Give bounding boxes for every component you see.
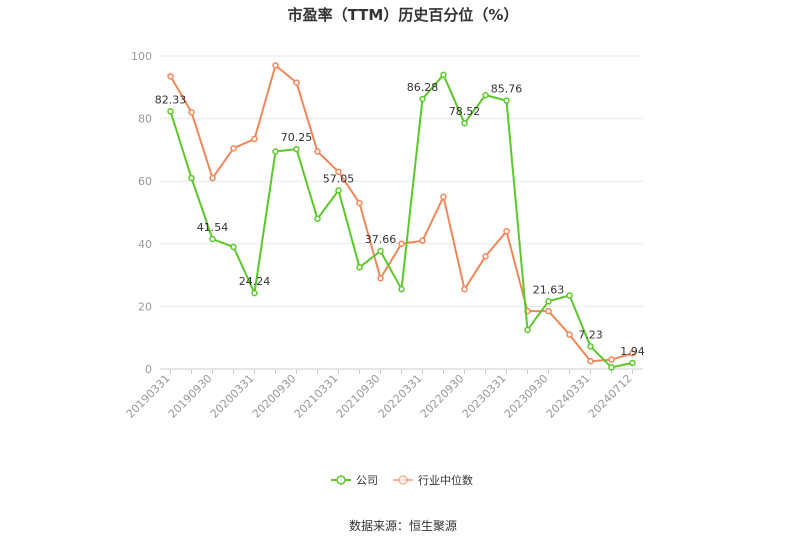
data-point-0 xyxy=(335,187,342,194)
data-label: 24.24 xyxy=(239,275,271,288)
data-point-1 xyxy=(566,331,573,338)
data-point-1 xyxy=(440,193,447,201)
data-label: 70.25 xyxy=(281,131,313,144)
data-point-0 xyxy=(230,243,237,251)
data-point-1 xyxy=(251,135,258,143)
data-point-1 xyxy=(230,145,237,152)
data-point-1 xyxy=(398,240,405,248)
x-tick-label: 20200331 xyxy=(208,372,257,421)
x-tick-label: 20230331 xyxy=(460,372,509,421)
data-point-0 xyxy=(251,289,258,297)
data-point-1 xyxy=(482,253,489,260)
y-tick-label: 20 xyxy=(138,300,152,313)
data-point-0 xyxy=(440,71,447,79)
series-line-1 xyxy=(169,64,633,363)
data-point-1 xyxy=(293,79,300,86)
data-label: 1.94 xyxy=(620,345,645,358)
data-point-1 xyxy=(272,62,279,69)
data-point-0 xyxy=(524,326,531,334)
data-point-0 xyxy=(461,119,468,127)
data-point-0 xyxy=(587,343,594,350)
series-layer xyxy=(167,62,636,371)
data-point-0 xyxy=(167,108,174,115)
data-point-0 xyxy=(608,364,615,371)
data-point-1 xyxy=(188,109,195,116)
data-point-0 xyxy=(566,292,573,299)
data-point-0 xyxy=(209,235,216,243)
x-axis: 2019033120190930202003312020093020210331… xyxy=(124,368,643,421)
legend-label-0: 公司 xyxy=(356,474,378,487)
x-tick-label: 20210930 xyxy=(334,372,383,421)
y-tick-label: 40 xyxy=(138,238,152,251)
data-label: 37.66 xyxy=(365,233,397,246)
x-tick-label: 20220331 xyxy=(376,372,425,421)
data-point-0 xyxy=(503,97,510,104)
data-label: 7.23 xyxy=(578,328,603,341)
data-point-1 xyxy=(356,199,363,207)
data-label: 86.28 xyxy=(407,81,439,94)
grid-lines xyxy=(160,55,643,307)
x-tick-label: 20240331 xyxy=(544,372,593,421)
data-point-0 xyxy=(293,145,300,153)
y-tick-label: 100 xyxy=(131,50,152,63)
data-label: 41.54 xyxy=(197,221,229,234)
data-point-0 xyxy=(188,174,195,182)
data-label: 78.52 xyxy=(449,105,481,118)
x-tick-label: 20240712 xyxy=(586,372,635,421)
data-labels: 82.33 41.54 24.24 70.25 57.05 37.66 86.28 78.52… xyxy=(155,81,645,358)
x-tick-label: 20210331 xyxy=(292,372,341,421)
data-point-0 xyxy=(398,285,405,293)
x-tick-label: 20230930 xyxy=(502,372,551,421)
data-point-1 xyxy=(419,237,426,244)
data-point-0 xyxy=(314,215,321,223)
data-point-0 xyxy=(545,298,552,305)
data-point-0 xyxy=(356,264,363,271)
y-tick-label: 80 xyxy=(138,113,152,126)
legend[interactable]: 公司 行业中位数 xyxy=(331,473,473,487)
data-point-1 xyxy=(629,350,636,357)
data-point-0 xyxy=(482,91,489,99)
y-axis-ticks: 0 20 40 60 80 100 xyxy=(131,50,152,376)
data-point-1 xyxy=(587,357,594,365)
data-label: 57.05 xyxy=(323,172,355,185)
data-point-0 xyxy=(629,359,636,367)
data-label: 21.63 xyxy=(533,283,565,296)
data-label: 82.33 xyxy=(155,93,187,106)
data-point-1 xyxy=(377,274,384,282)
data-point-1 xyxy=(335,168,342,176)
x-tick-label: 20220930 xyxy=(418,372,467,421)
data-point-1 xyxy=(461,285,468,293)
data-point-0 xyxy=(377,247,384,255)
x-tick-label: 20200930 xyxy=(250,372,299,421)
data-point-1 xyxy=(608,356,615,363)
data-point-1 xyxy=(545,307,552,315)
data-point-1 xyxy=(503,228,510,235)
y-tick-label: 60 xyxy=(138,175,152,188)
x-tick-label: 20190331 xyxy=(124,372,173,421)
data-source: 数据来源：恒生聚源 xyxy=(349,518,457,533)
y-tick-label: 0 xyxy=(145,363,152,376)
x-tick-label: 20190930 xyxy=(166,372,215,421)
legend-marker-1 xyxy=(398,475,408,485)
data-point-0 xyxy=(272,148,279,155)
data-point-1 xyxy=(314,148,321,155)
chart-title: 市盈率（TTM）历史百分位（%） xyxy=(288,6,519,24)
legend-label-1: 行业中位数 xyxy=(418,473,473,487)
data-point-1 xyxy=(209,174,216,182)
data-point-1 xyxy=(167,73,174,80)
data-point-0 xyxy=(419,95,426,103)
data-label: 85.76 xyxy=(491,83,523,96)
legend-marker-0 xyxy=(336,475,346,485)
